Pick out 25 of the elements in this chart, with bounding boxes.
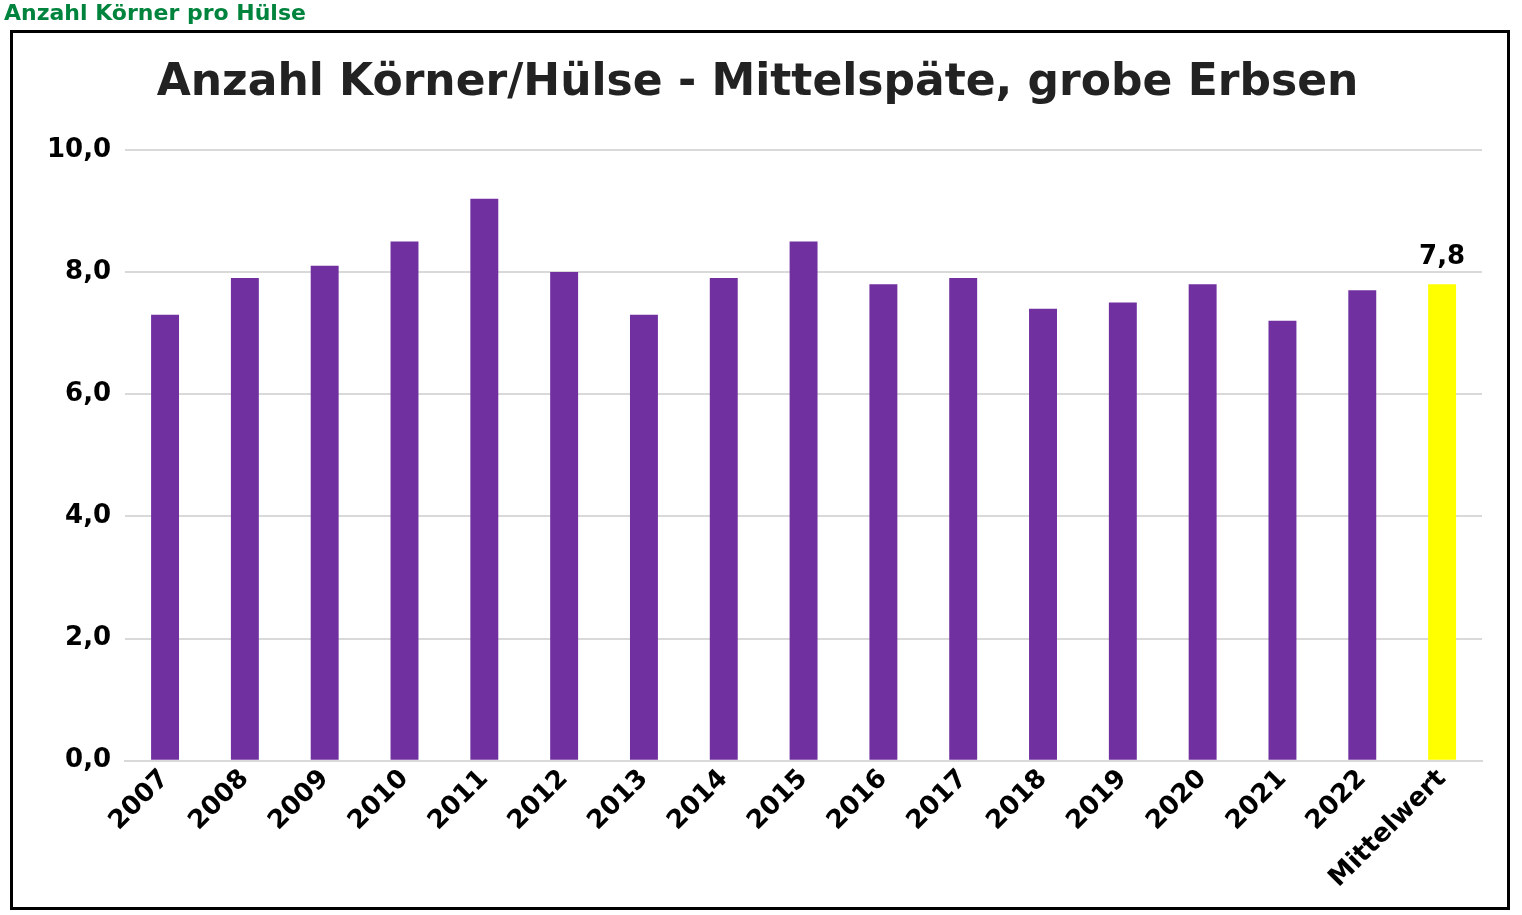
bar bbox=[550, 271, 579, 760]
bar bbox=[789, 241, 818, 760]
bar bbox=[1268, 320, 1297, 760]
chart-title: Anzahl Körner/Hülse - Mittelspäte, grobe Erbsen bbox=[156, 53, 1359, 105]
bar bbox=[310, 265, 339, 760]
bar bbox=[230, 278, 259, 760]
bar bbox=[869, 284, 898, 760]
y-tick-label: 10,0 bbox=[46, 132, 112, 163]
bar bbox=[1188, 284, 1217, 760]
y-tick-label: 6,0 bbox=[65, 376, 112, 407]
text: Anzahl Körner pro Hülse bbox=[4, 0, 306, 26]
y-tick-label: 4,0 bbox=[65, 499, 112, 530]
bar bbox=[949, 278, 978, 760]
bar bbox=[1029, 308, 1057, 760]
bar bbox=[629, 314, 658, 760]
bar bbox=[709, 278, 738, 760]
bar bbox=[470, 198, 499, 760]
bar bbox=[390, 241, 419, 760]
bar bbox=[151, 314, 180, 760]
bar bbox=[1348, 290, 1377, 760]
bar bbox=[1108, 302, 1137, 760]
bar bbox=[1428, 284, 1457, 760]
data-label: 7,8 bbox=[1419, 239, 1466, 270]
y-tick-label: 8,0 bbox=[65, 254, 112, 285]
y-tick-label: 2,0 bbox=[65, 621, 112, 652]
